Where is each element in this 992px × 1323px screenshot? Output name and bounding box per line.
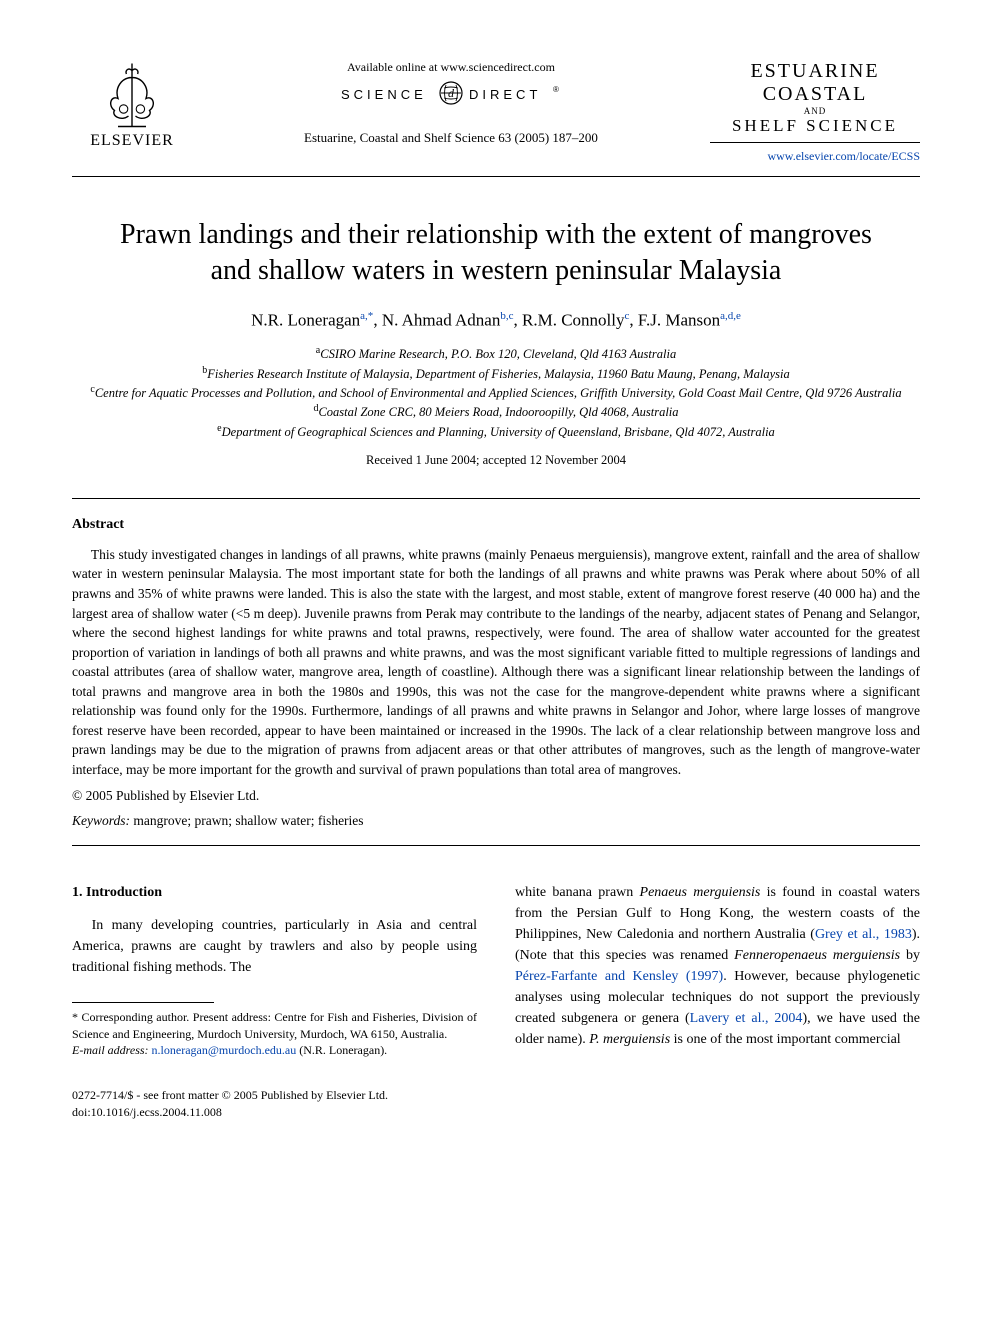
right-column: white banana prawn Penaeus merguiensis i… <box>515 882 920 1059</box>
affiliation-a: CSIRO Marine Research, P.O. Box 120, Cle… <box>320 348 676 362</box>
elsevier-tree-icon <box>97 60 167 130</box>
left-column: 1. Introduction In many developing count… <box>72 882 477 1059</box>
journal-title-line2: Coastal <box>710 83 920 106</box>
keywords-values: mangrove; prawn; shallow water; fisherie… <box>133 813 363 828</box>
citation-link[interactable]: Pérez-Farfante and Kensley (1997) <box>515 969 723 984</box>
intro-heading: 1. Introduction <box>72 882 477 903</box>
copyright-line: © 2005 Published by Elsevier Ltd. <box>72 786 920 806</box>
citation-link[interactable]: Grey et al., 1983 <box>815 927 912 942</box>
affiliation-b: Fisheries Research Institute of Malaysia… <box>207 367 790 381</box>
affiliation-e: Department of Geographical Sciences and … <box>222 425 775 439</box>
email-label: E-mail address: <box>72 1043 149 1057</box>
journal-title-line3: Shelf Science <box>710 116 920 136</box>
svg-text:DIRECT: DIRECT <box>469 87 541 102</box>
publisher-name: ELSEVIER <box>90 132 174 150</box>
species-name: Penaeus merguiensis <box>640 885 761 900</box>
svg-text:d: d <box>448 86 455 100</box>
journal-url-link[interactable]: www.elsevier.com/locate/ECSS <box>767 149 920 163</box>
citation-line: Estuarine, Coastal and Shelf Science 63 … <box>212 130 690 146</box>
article-dates: Received 1 June 2004; accepted 12 Novemb… <box>72 453 920 468</box>
author-3: R.M. Connolly <box>522 310 625 329</box>
author-2: N. Ahmad Adnan <box>382 310 501 329</box>
abstract-text: This study investigated changes in landi… <box>72 545 920 780</box>
species-name: P. merguiensis <box>589 1032 670 1047</box>
author-4: F.J. Manson <box>638 310 720 329</box>
doi-line: doi:10.1016/j.ecss.2004.11.008 <box>72 1104 920 1121</box>
publisher-logo-block: ELSEVIER <box>72 60 192 150</box>
svg-text:SCIENCE: SCIENCE <box>341 87 427 102</box>
author-3-aff: c <box>624 310 629 322</box>
intro-para-left: In many developing countries, particular… <box>72 915 477 978</box>
footnote-divider <box>72 1002 214 1003</box>
corresponding-footnote: * Corresponding author. Present address:… <box>72 1009 477 1059</box>
affiliation-d: Coastal Zone CRC, 80 Meiers Road, Indoor… <box>318 405 678 419</box>
header-center: Available online at www.sciencedirect.co… <box>192 60 710 146</box>
divider <box>72 498 920 499</box>
author-1-aff: a,* <box>360 310 373 322</box>
intro-para-right: white banana prawn Penaeus merguiensis i… <box>515 882 920 1050</box>
abstract-section: Abstract This study investigated changes… <box>72 517 920 831</box>
journal-url: www.elsevier.com/locate/ECSS <box>710 149 920 164</box>
keywords-line: Keywords: mangrove; prawn; shallow water… <box>72 811 920 831</box>
email-attribution: (N.R. Loneragan). <box>299 1043 387 1057</box>
article-title: Prawn landings and their relationship wi… <box>112 217 880 290</box>
svg-text:®: ® <box>553 85 559 94</box>
corresponding-text: * Corresponding author. Present address:… <box>72 1009 477 1043</box>
journal-title: Estuarine Coastal AND Shelf Science <box>710 60 920 143</box>
email-link[interactable]: n.loneragan@murdoch.edu.au <box>152 1043 297 1057</box>
divider <box>72 845 920 846</box>
sciencedirect-logo: SCIENCE d DIRECT ® <box>212 81 690 112</box>
author-4-aff: a,d,e <box>720 310 741 322</box>
journal-title-line1: Estuarine <box>710 60 920 83</box>
doi-block: 0272-7714/$ - see front matter © 2005 Pu… <box>72 1087 920 1121</box>
author-1: N.R. Loneragan <box>251 310 360 329</box>
keywords-label: Keywords: <box>72 813 130 828</box>
abstract-heading: Abstract <box>72 517 920 533</box>
citation-link[interactable]: Lavery et al., 2004 <box>690 1011 803 1026</box>
species-name: Fenneropenaeus merguiensis <box>734 948 900 963</box>
masthead: ELSEVIER Available online at www.science… <box>72 60 920 177</box>
body-columns: 1. Introduction In many developing count… <box>72 882 920 1059</box>
journal-brand-block: Estuarine Coastal AND Shelf Science www.… <box>710 60 920 164</box>
author-2-aff: b,c <box>500 310 513 322</box>
journal-title-and: AND <box>710 106 920 116</box>
available-online-text: Available online at www.sciencedirect.co… <box>212 60 690 75</box>
author-list: N.R. Loneragana,*, N. Ahmad Adnanb,c, R.… <box>72 310 920 331</box>
affiliation-c: Centre for Aquatic Processes and Polluti… <box>95 386 902 400</box>
front-matter-line: 0272-7714/$ - see front matter © 2005 Pu… <box>72 1087 920 1104</box>
affiliations: aCSIRO Marine Research, P.O. Box 120, Cl… <box>72 344 920 440</box>
